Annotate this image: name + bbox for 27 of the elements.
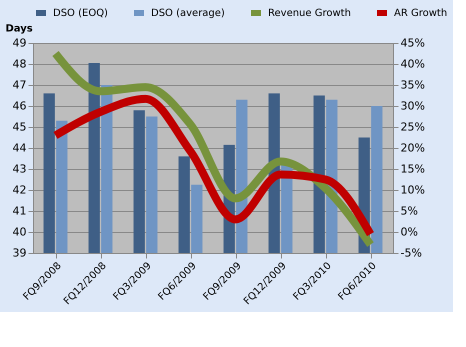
y2-tick-label: 5%	[400, 204, 418, 218]
y2-tick-label: 0%	[400, 226, 418, 238]
y-tick-label: 46	[12, 100, 26, 112]
y-axis-title: Days	[6, 24, 33, 34]
y-tick-label: 41	[12, 204, 26, 218]
y-tick-label: 48	[12, 58, 26, 70]
legend-label: Revenue Growth	[268, 8, 351, 19]
y-tick-label: 45	[12, 120, 26, 134]
y2-tick-label: 25%	[400, 120, 425, 134]
y-tick-label: 44	[12, 142, 26, 154]
y2-tick-label: 10%	[400, 184, 425, 196]
y2-tick-label: 40%	[400, 58, 425, 70]
y-tick-label: 42	[12, 184, 26, 196]
y2-tick-label: 15%	[400, 162, 425, 176]
y-tick-label: 39	[12, 246, 26, 260]
y-tick-label: 47	[12, 78, 26, 92]
y2-tick-label: 20%	[400, 142, 425, 154]
legend-label: AR Growth	[394, 8, 448, 19]
y2-tick-label: 35%	[400, 78, 425, 92]
y-tick-label: 43	[12, 162, 26, 176]
y2-tick-label: 45%	[400, 36, 425, 50]
y2-tick-label: 30%	[400, 100, 425, 112]
legend-label: DSO (EOQ)	[53, 8, 108, 19]
y-tick-label: 49	[12, 36, 26, 50]
y2-tick-label: -5%	[400, 246, 422, 260]
legend-label: DSO (average)	[151, 8, 225, 19]
y-tick-label: 40	[12, 226, 26, 238]
